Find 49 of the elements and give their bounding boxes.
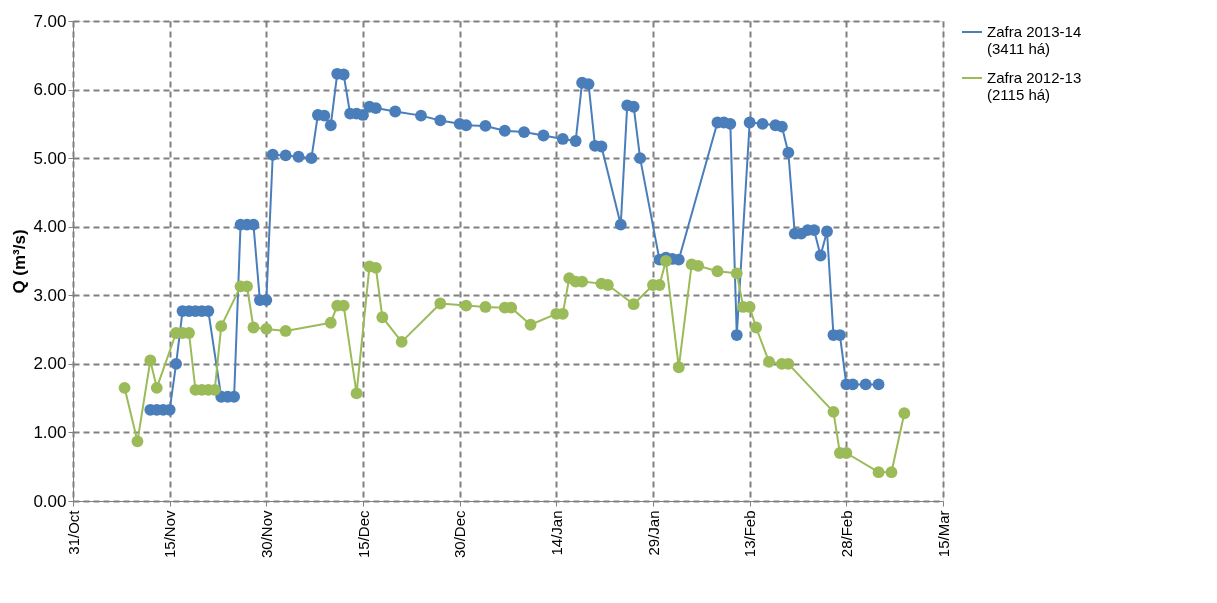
x-tick-label: 15/Dec (354, 510, 372, 559)
x-tick-label: 30/Dec (451, 510, 469, 559)
x-tick-label: 15/Mar (934, 510, 952, 558)
y-tick-label: 5.00 (33, 148, 67, 168)
y-tick-label: 0.00 (33, 491, 67, 511)
y-tick-label: 2.00 (33, 354, 67, 374)
point (260, 322, 273, 335)
point (898, 407, 911, 420)
point (215, 320, 228, 333)
y-tick-label: 7.00 (33, 11, 67, 31)
point (730, 267, 743, 280)
point (144, 354, 157, 367)
point (324, 316, 337, 329)
point (711, 265, 724, 278)
x-tick-label: 13/Feb (741, 510, 759, 558)
point (376, 311, 389, 324)
point (872, 466, 885, 479)
x-tick-label: 29/Jan (644, 510, 662, 556)
legend-label: Zafra 2012-13 (2115 há) (987, 69, 1082, 103)
point (118, 381, 131, 394)
point (434, 297, 447, 310)
point (763, 355, 775, 368)
point (827, 405, 840, 418)
x-tick-label: 31/Oct (64, 509, 82, 555)
point (279, 325, 292, 337)
y-axis-title: Q (m³/s) (10, 229, 30, 294)
legend-label: Zafra 2013-14 (3411 há) (987, 23, 1082, 57)
y-tick-label: 3.00 (33, 285, 67, 305)
point (659, 255, 672, 267)
point (750, 321, 763, 334)
point (479, 301, 492, 313)
y-tick-label: 4.00 (33, 217, 67, 237)
y-tick-label: 6.00 (33, 80, 67, 100)
point (460, 299, 473, 312)
x-tick-label: 28/Feb (837, 510, 855, 558)
point (350, 387, 363, 400)
point (247, 321, 260, 334)
point (524, 318, 537, 331)
y-tick-label: 1.00 (33, 422, 67, 442)
point (885, 466, 898, 479)
point (395, 336, 408, 348)
x-tick-label: 14/Jan (547, 510, 565, 556)
point (672, 361, 685, 374)
point (692, 259, 705, 272)
x-tick-label: 15/Nov (161, 510, 179, 559)
point (150, 381, 163, 394)
point (627, 298, 640, 311)
point (131, 435, 144, 448)
x-tick-label: 30/Nov (257, 510, 275, 559)
